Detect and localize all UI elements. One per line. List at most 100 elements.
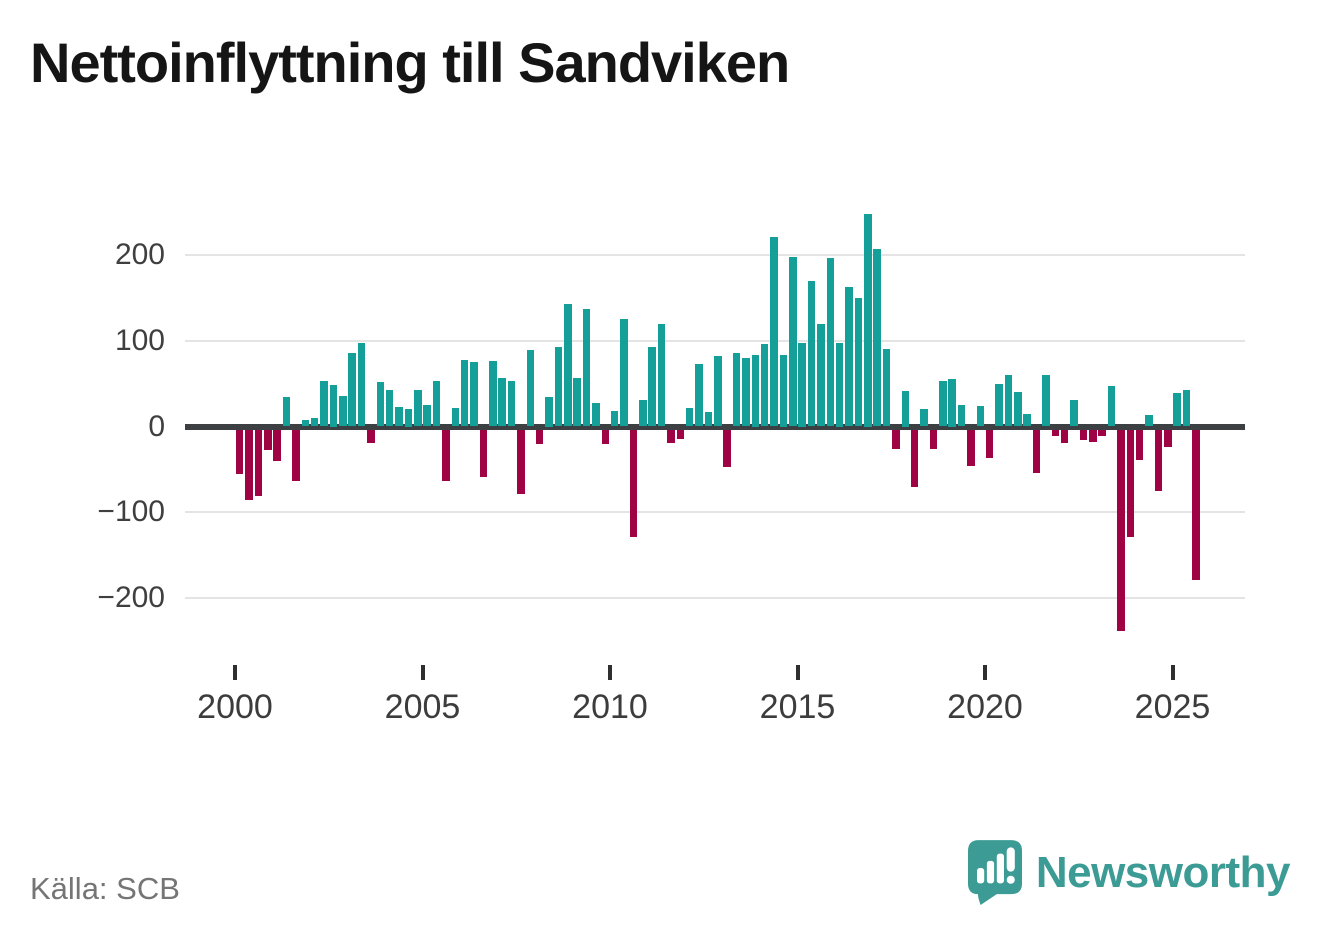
bar-2018-Q3 [929, 429, 938, 450]
bar-2017-Q2 [882, 349, 891, 427]
bar-2006-Q3 [479, 429, 488, 477]
x-axis-label-2010: 2010 [572, 688, 648, 726]
bar-2016-Q1 [835, 342, 844, 427]
bar-2023-Q1 [1098, 429, 1106, 437]
bar-2017-Q4 [901, 390, 910, 427]
x-axis-label-2000: 2000 [197, 688, 273, 726]
bar-2022-Q2 [1070, 399, 1078, 427]
bar-2005-Q4 [451, 407, 460, 427]
bar-2021-Q1 [1023, 413, 1031, 427]
bar-2012-Q2 [695, 363, 703, 427]
bar-2017-Q3 [892, 429, 900, 450]
y-axis-label-100: 100 [114, 323, 165, 357]
x-axis-label-2020: 2020 [947, 688, 1023, 726]
bar-2020-Q2 [995, 383, 1003, 427]
bar-2025-Q3 [1192, 429, 1200, 580]
bar-2012-Q1 [685, 407, 694, 427]
bar-2024-Q1 [1135, 429, 1144, 460]
bar-2011-Q4 [676, 429, 685, 439]
newsworthy-logo: Newsworthy [967, 840, 1291, 905]
bar-2007-Q3 [517, 429, 525, 494]
bar-2012-Q3 [704, 411, 713, 427]
y-axis-label-0: 0 [148, 409, 165, 443]
bar-2009-Q4 [601, 429, 610, 445]
bar-2024-Q3 [1154, 429, 1163, 492]
bar-2010-Q1 [610, 411, 619, 427]
x-axis-tick-2000 [233, 665, 237, 680]
bar-2011-Q1 [648, 346, 656, 427]
bar-2014-Q1 [760, 344, 769, 427]
bar-2020-Q1 [985, 429, 994, 458]
x-axis-tick-2005 [420, 665, 425, 680]
source-caption: Källa: SCB [30, 871, 180, 906]
bar-2001-Q2 [282, 397, 291, 427]
bar-2005-Q1 [423, 405, 431, 427]
bar-2006-Q1 [460, 359, 469, 427]
newsworthy-wordmark: Newsworthy [1035, 848, 1291, 897]
bar-2013-Q3 [742, 357, 750, 427]
bar-2010-Q4 [639, 399, 647, 427]
x-axis-label-2005: 2005 [384, 688, 461, 726]
bar-2013-Q2 [732, 352, 741, 427]
bar-2011-Q3 [667, 429, 675, 444]
bar-2021-Q3 [1042, 375, 1050, 427]
bar-2010-Q2 [620, 319, 628, 427]
bar-2025-Q2 [1182, 389, 1191, 427]
bar-2016-Q3 [854, 297, 863, 427]
bar-2003-Q2 [357, 343, 366, 427]
x-axis-tick-2015 [795, 665, 800, 680]
bar-2018-Q1 [910, 429, 919, 487]
bar-2014-Q2 [770, 237, 778, 427]
gridline-y-−200 [185, 596, 1245, 599]
bar-2023-Q2 [1107, 386, 1116, 427]
bar-2015-Q1 [798, 342, 806, 427]
bar-2001-Q1 [273, 429, 281, 462]
bar-2022-Q1 [1060, 429, 1069, 444]
bar-2016-Q4 [864, 214, 872, 427]
bar-2000-Q2 [245, 429, 253, 500]
bar-2006-Q4 [489, 361, 497, 427]
bar-2004-Q1 [385, 389, 394, 427]
page-title: Nettoinflyttning till Sandviken [30, 31, 790, 94]
gridline-y-200 [185, 254, 1245, 257]
bar-2002-Q2 [320, 381, 328, 427]
y-axis-label-−100: −100 [97, 495, 165, 529]
bar-2001-Q4 [301, 419, 310, 427]
bar-2002-Q1 [310, 417, 319, 427]
bar-2000-Q4 [264, 429, 272, 451]
bar-2016-Q2 [845, 286, 853, 427]
bar-2018-Q2 [920, 409, 928, 427]
gridline-y-100 [185, 339, 1245, 342]
bar-2025-Q1 [1173, 393, 1181, 427]
bar-2018-Q4 [939, 381, 947, 427]
bar-2023-Q3 [1117, 429, 1125, 631]
bar-2015-Q4 [826, 257, 835, 427]
bar-2021-Q2 [1032, 429, 1041, 474]
bar-2007-Q1 [498, 377, 506, 427]
bar-2013-Q4 [751, 354, 760, 427]
bar-2021-Q4 [1051, 429, 1060, 437]
bar-2015-Q2 [807, 280, 816, 427]
bar-2001-Q3 [292, 429, 300, 481]
bar-2002-Q4 [339, 395, 347, 427]
bar-2024-Q4 [1164, 429, 1172, 447]
bar-2008-Q3 [554, 346, 563, 427]
bar-2000-Q1 [235, 429, 244, 475]
bar-2019-Q4 [976, 405, 985, 427]
bar-2015-Q3 [817, 323, 825, 427]
bar-2020-Q4 [1014, 392, 1022, 427]
bar-2019-Q3 [967, 429, 975, 466]
gridline-y-−100 [185, 511, 1245, 514]
bar-2000-Q3 [254, 429, 263, 497]
bar-2008-Q2 [545, 396, 553, 427]
bar-2017-Q1 [873, 249, 881, 427]
bar-2003-Q3 [367, 429, 375, 444]
bar-2004-Q3 [404, 408, 413, 427]
bar-2006-Q2 [470, 362, 478, 427]
bar-2020-Q3 [1004, 375, 1013, 427]
bar-2014-Q3 [779, 354, 788, 427]
x-axis-label-2025: 2025 [1134, 688, 1211, 726]
newsworthy-logo-icon [967, 840, 1022, 905]
bar-2024-Q2 [1145, 415, 1153, 427]
